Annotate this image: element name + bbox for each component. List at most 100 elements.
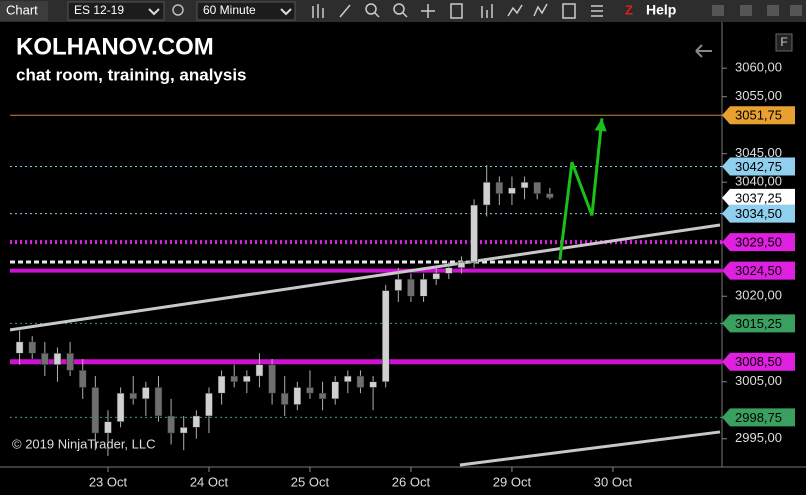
candle-body <box>116 392 125 422</box>
price-marker-label: 3015,25 <box>735 316 782 331</box>
candle-body <box>154 387 163 417</box>
candle-body <box>331 381 339 400</box>
y-tick-label: 3040,00 <box>735 174 782 189</box>
candle-body <box>192 415 201 428</box>
candle-body <box>268 364 276 394</box>
y-tick-label: 3055,00 <box>735 88 782 103</box>
x-tick-label: 30 Oct <box>594 474 633 489</box>
candle-body <box>318 392 327 400</box>
candle-body <box>243 375 251 383</box>
price-marker <box>722 261 795 280</box>
candle-body <box>230 375 238 383</box>
candle-body <box>91 387 100 434</box>
candle-body <box>104 421 112 434</box>
instrument: ES 12-19 <box>74 3 124 17</box>
candle-body <box>306 387 314 394</box>
dropdown-icon <box>148 8 160 16</box>
candle-body <box>280 392 289 405</box>
price-marker-label: 3024,50 <box>735 263 782 278</box>
price-marker <box>722 157 795 176</box>
maximize-button[interactable] <box>740 5 752 16</box>
y-tick-label: 3020,00 <box>735 288 782 303</box>
candle-body <box>470 204 478 263</box>
price-marker-label: 2998,75 <box>735 410 782 425</box>
price-marker <box>722 233 795 252</box>
candle-body <box>482 181 491 206</box>
price-marker-label: 3008,50 <box>735 354 782 369</box>
interval-select[interactable] <box>196 1 296 21</box>
candle-body <box>205 392 213 417</box>
candle-body <box>129 392 137 400</box>
candle-body <box>179 427 188 434</box>
y-tick-label: 3005,00 <box>735 373 782 388</box>
candle-body <box>142 387 150 400</box>
trend-line <box>459 430 721 467</box>
x-tick-label: 29 Oct <box>493 474 532 489</box>
price-marker <box>722 106 795 125</box>
copyright: © 2019 NinjaTrader, LLC <box>12 436 156 451</box>
candle-body <box>381 290 390 383</box>
y-tick-label: 2995,00 <box>735 430 782 445</box>
candle-body <box>255 364 264 377</box>
candle-body <box>407 278 415 297</box>
candle-body <box>419 278 428 297</box>
f-button[interactable] <box>775 33 793 52</box>
close-button[interactable] <box>790 5 802 16</box>
f-label: F <box>780 35 787 49</box>
help-menu[interactable]: Help <box>646 2 676 18</box>
back-icon[interactable] <box>695 44 712 58</box>
toolbar-icons[interactable] <box>312 3 603 19</box>
arrow-head <box>594 118 607 132</box>
price-marker <box>722 352 795 371</box>
chart-label: Chart <box>6 2 38 17</box>
chart-title: KOLHANOV.COM <box>16 33 214 60</box>
plot-area <box>10 114 722 467</box>
x-tick-label: 23 Oct <box>89 474 128 489</box>
price-marker <box>722 314 795 333</box>
instrument-select[interactable] <box>67 1 165 21</box>
y-tick-label: 3060,00 <box>735 60 782 75</box>
x-tick-label: 26 Oct <box>392 474 431 489</box>
dropdown-icon <box>280 8 292 16</box>
trend-line <box>10 223 721 332</box>
candle-body <box>41 353 49 365</box>
candle-body <box>520 181 529 189</box>
price-marker-label: 3051,75 <box>735 108 782 123</box>
search-icon[interactable] <box>172 4 184 16</box>
axes: 2995,00 3005,00 3020,00 3040,00 3045,00 3055,… <box>89 60 795 489</box>
x-tick-label: 25 Oct <box>291 474 330 489</box>
candle-body <box>15 341 24 354</box>
candle-body <box>457 261 466 268</box>
candle-body <box>344 375 352 383</box>
y-tick-label: 3045,00 <box>735 145 782 160</box>
minimize-button[interactable] <box>712 5 724 16</box>
candle-body <box>293 387 302 405</box>
price-marker <box>722 408 795 427</box>
price-marker <box>722 204 795 223</box>
restore-button[interactable] <box>767 5 779 16</box>
candle-body <box>394 278 403 291</box>
candle-body <box>356 375 365 388</box>
candle-body <box>432 273 440 280</box>
price-marker-label: 3042,75 <box>735 159 782 174</box>
candle-body <box>546 193 554 199</box>
candle-body <box>167 415 175 434</box>
interval: 60 Minute <box>203 3 256 17</box>
candle-body <box>533 181 541 194</box>
candle-body <box>508 187 516 194</box>
x-tick-label: 24 Oct <box>190 474 229 489</box>
price-marker <box>722 188 795 207</box>
candle-body <box>78 370 87 388</box>
candle-body <box>28 341 36 354</box>
z-icon[interactable]: Z <box>625 2 633 17</box>
price-marker-label: 3034,50 <box>735 206 782 221</box>
candle-body <box>495 181 504 194</box>
projection-arrow <box>558 118 604 260</box>
price-marker-label: 3029,50 <box>735 235 782 250</box>
price-marker-label: 3037,25 <box>735 190 782 205</box>
chart-subtitle: chat room, training, analysis <box>16 65 247 84</box>
candle-body <box>217 375 226 394</box>
chart-tab[interactable] <box>0 1 48 21</box>
